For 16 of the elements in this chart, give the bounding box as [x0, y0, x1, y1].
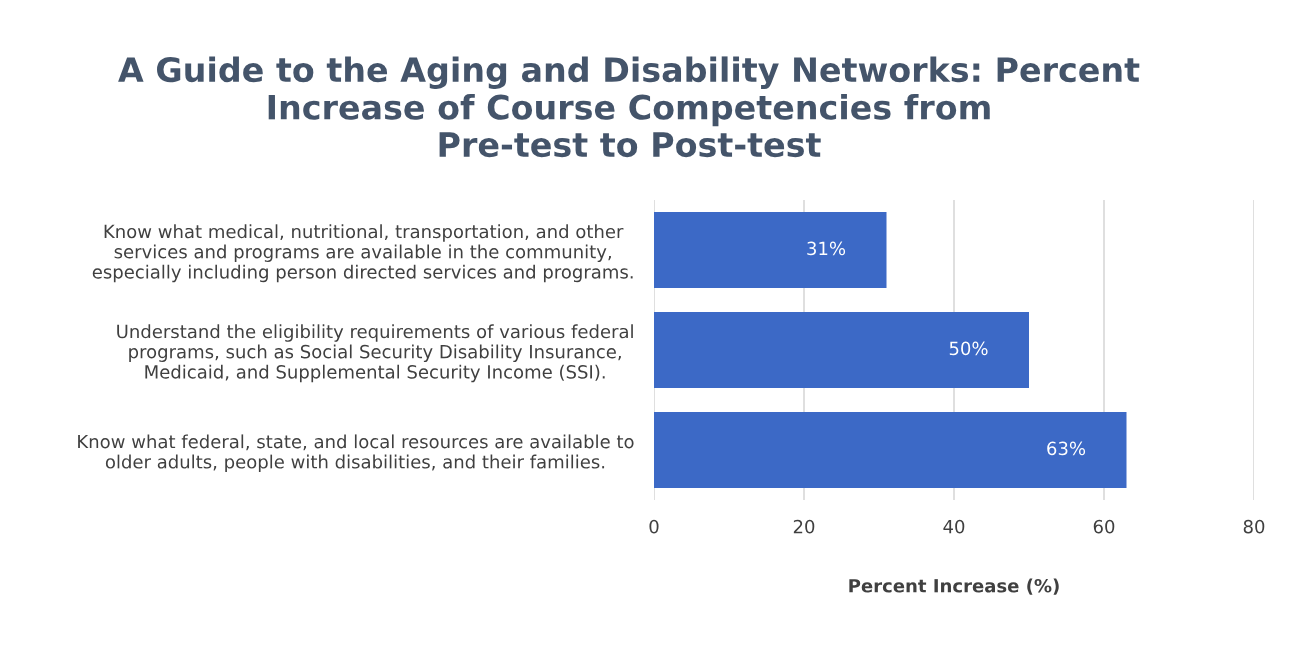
y-tick-label: Know what medical, nutritional, transportation, and other services and programs are available in the community, especially including person directed services and programs. [92, 224, 633, 283]
data-label: 50% [949, 341, 988, 356]
bar [654, 312, 1029, 388]
x-tick-label: 60 [1093, 519, 1115, 534]
x-tick-label: 80 [1243, 519, 1265, 534]
x-tick-label: 0 [649, 519, 659, 534]
y-tick-label: Understand the eligibility requirements of various federal programs, such as Social Security Disability Insurance, Medicaid, and Supplemental Security Income (SSI). [117, 324, 633, 383]
bar [654, 412, 1127, 488]
x-tick-label: 40 [943, 519, 965, 534]
x-tick-label: 20 [793, 519, 815, 534]
bar [654, 212, 887, 288]
x-axis-title: Percent Increase (%) [849, 578, 1059, 595]
y-tick-label: Know what federal, state, and local resources are available to older adults, people with disabilities, and their families. [78, 434, 634, 473]
chart-title: A Guide to the Aging and Disability Networks: Percent Increase of Course Competencies from Pre-test to Post-test [118, 56, 1140, 158]
data-label: 63% [1047, 441, 1086, 456]
data-label: 31% [807, 241, 846, 256]
